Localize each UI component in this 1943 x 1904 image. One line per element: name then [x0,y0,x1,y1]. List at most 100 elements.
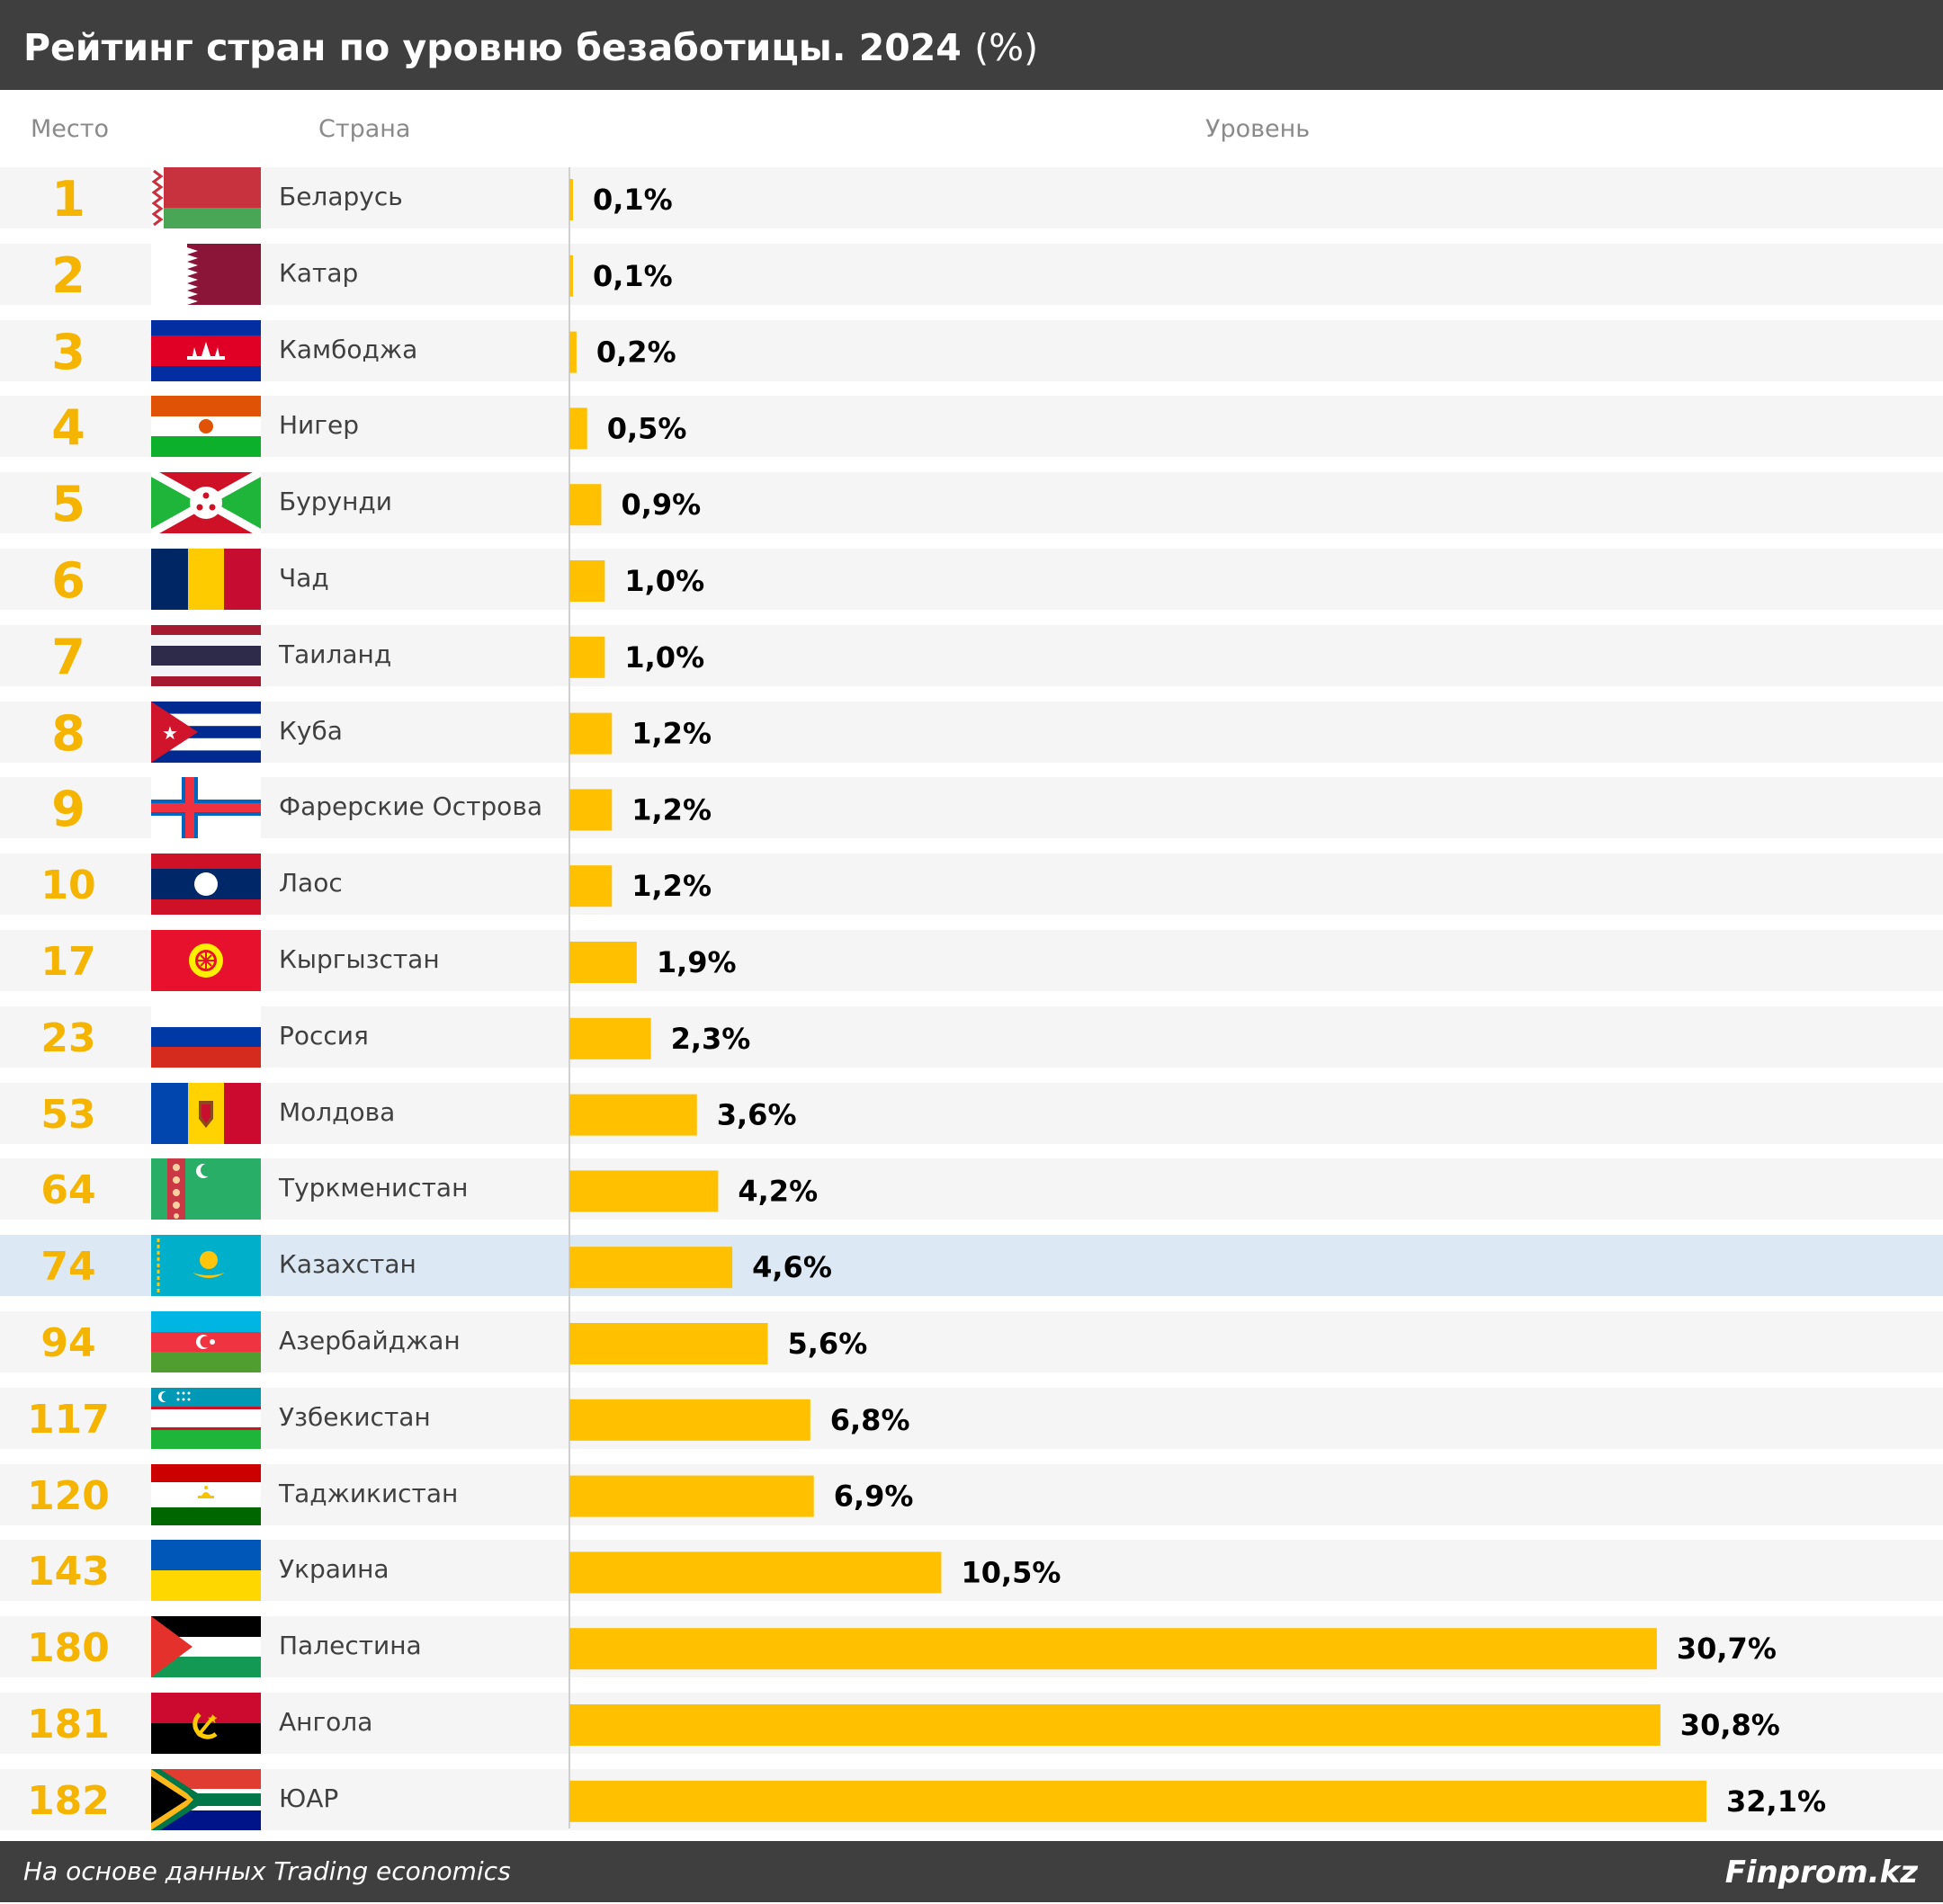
bar [569,255,573,297]
bar [569,636,605,678]
source-note: На основе данных Trading economics [23,1856,511,1886]
value-label: 30,8% [1680,1708,1780,1742]
country-label: Палестина [279,1631,422,1660]
bar [569,1247,733,1289]
azerbaijan-flag [151,1311,261,1372]
table-row: 8 ★ Куба [0,702,1943,763]
russia-flag [151,1006,261,1068]
bar [569,942,637,983]
ukraine-flag [151,1540,261,1601]
bar [569,331,577,373]
value-label: 0,1% [593,259,673,293]
value-label: 1,2% [631,717,712,751]
kazakhstan-flag [151,1235,261,1296]
rank-label: 17 [40,939,96,985]
bar [569,1628,1657,1670]
country-label: Украина [279,1554,389,1584]
rank-label: 5 [51,476,85,532]
bar [569,1704,1661,1746]
bar [569,1323,768,1364]
value-label: 5,6% [788,1327,868,1361]
value-label: 10,5% [961,1555,1061,1589]
table-row: 120 Таджикистан [0,1464,1943,1525]
bar [569,1399,810,1441]
title-unit: (%) [974,26,1039,69]
bar [569,1780,1706,1822]
bar [569,1017,651,1059]
rank-label: 120 [27,1473,110,1519]
rank-label: 64 [40,1167,96,1213]
cuba-flag: ★ [151,702,261,763]
value-label: 1,2% [631,792,712,827]
table-row: 17 Кыргызстан [0,930,1943,991]
table-row: 53 Молдова [0,1083,1943,1144]
bar [569,179,573,220]
value-label: 3,6% [717,1098,797,1132]
country-label: Камбоджа [279,335,418,364]
table-row: 9 Фарерские Острова [0,777,1943,838]
bar [569,1094,697,1136]
value-label: 6,9% [834,1479,914,1514]
turkmenistan-flag [151,1158,261,1220]
rank-label: 1 [51,171,85,228]
rank-label: 3 [51,324,85,380]
country-label: Лаос [279,868,343,898]
value-label: 2,3% [671,1022,751,1056]
value-label: 1,2% [631,869,712,903]
bar [569,560,605,602]
value-label: 0,9% [621,487,701,522]
angola-flag: ★ [151,1693,261,1754]
bar [569,1475,814,1517]
country-label: Чад [279,563,329,593]
country-label: Таджикистан [279,1479,459,1508]
country-label: Азербайджан [279,1326,461,1355]
value-label: 0,5% [607,411,687,445]
table-row: 5 Бурунди [0,472,1943,533]
table-row: 3 Камбоджа [0,320,1943,381]
faroe-islands-flag [151,777,261,838]
rank-label: 181 [27,1702,110,1748]
country-label: Россия [279,1021,369,1050]
bar [569,1170,719,1212]
country-label: Таиланд [279,639,392,669]
rank-label: 23 [40,1015,96,1061]
rank-label: 9 [51,781,85,837]
rank-label: 143 [27,1549,110,1595]
bar [569,789,613,831]
burundi-flag [151,472,261,533]
bar [569,712,613,755]
title-text: Рейтинг стран по уровню безаботицы. 2024 [23,26,962,69]
header-bar: Рейтинг стран по уровню безаботицы. 2024… [0,0,1943,90]
table-row: 10 Лаос [0,854,1943,915]
kyrgyzstan-flag [151,930,261,991]
rank-label: 117 [27,1397,110,1443]
bar [569,1551,942,1594]
rank-label: 94 [40,1320,96,1366]
value-label: 6,8% [830,1403,910,1437]
value-label: 1,9% [657,945,737,979]
table-row: 6 Чад [0,549,1943,610]
svg-text:★: ★ [207,1712,219,1727]
value-label: 4,6% [752,1250,832,1284]
rank-label: 180 [27,1625,110,1671]
country-label: Казахстан [279,1249,416,1279]
cambodia-flag [151,320,261,381]
chart-title: Рейтинг стран по уровню безаботицы. 2024… [23,0,1038,95]
country-label: Куба [279,716,343,746]
thailand-flag [151,625,261,686]
value-label: 0,1% [593,183,673,217]
country-label: Туркменистан [279,1173,469,1202]
tajikistan-flag [151,1464,261,1525]
column-header-country: Страна [318,115,411,143]
country-label: Кыргызстан [279,944,440,974]
column-header-rank: Место [31,115,109,143]
value-label: 30,7% [1677,1631,1777,1666]
table-row: 64 Туркменистан [0,1158,1943,1220]
rank-label: 6 [51,552,85,609]
table-row: 1 Беларусь [0,167,1943,228]
svg-text:★: ★ [162,722,178,744]
brand-logo: Finprom.kz [1724,1855,1918,1891]
country-label: Бурунди [279,487,392,516]
country-label: Фарерские Острова [279,791,542,821]
value-label: 4,2% [738,1174,818,1208]
